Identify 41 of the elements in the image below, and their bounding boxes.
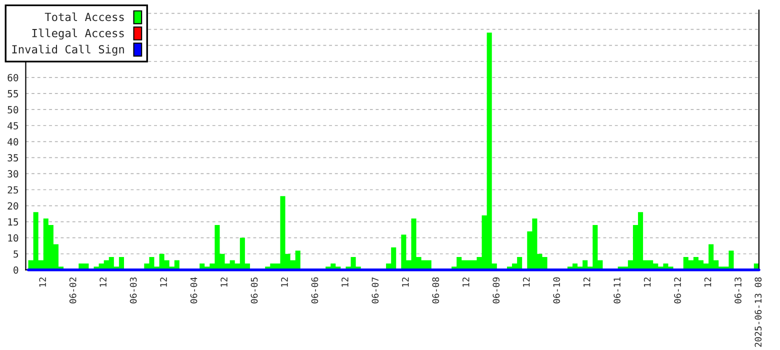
x-tick-label: 06-02 [69, 278, 76, 304]
y-tick-label: 30 [8, 170, 18, 178]
x-tick-label: 12 [39, 278, 46, 287]
x-tick-label: 06-11 [614, 277, 620, 304]
y-tick-label: 60 [8, 74, 18, 82]
x-tick-label: 06-08 [432, 277, 440, 304]
x-tick-label: 06-04 [190, 277, 198, 304]
y-tick-label: 20 [8, 202, 18, 210]
x-tick-label: 12 [402, 278, 409, 287]
y-tick-label: 10 [8, 234, 18, 242]
x-tick-label: 12 [522, 278, 530, 287]
x-tick-label: 12 [704, 278, 712, 287]
x-tick-label: 12 [281, 278, 288, 287]
y-tick-label: 5 [14, 250, 18, 258]
y-tick-label: 25 [8, 186, 18, 194]
y-tick-label: 35 [8, 154, 18, 162]
y-tick-label: 50 [8, 106, 18, 114]
y-tick-label: 45 [8, 122, 18, 130]
x-tick-label: 12 [100, 278, 106, 287]
x-tick-label: 12 [220, 278, 228, 287]
y-tick-label: 15 [8, 218, 18, 226]
legend-label: Illegal Access [32, 28, 124, 40]
x-tick-label: 06-12 [674, 278, 681, 304]
x-tick-label: 06-10 [553, 277, 560, 304]
x-tick-label: 12 [583, 278, 590, 287]
legend-label: Invalid Call Sign [12, 44, 124, 56]
y-tick-label: 0 [14, 266, 18, 274]
y-tick-label: 40 [8, 138, 18, 146]
x-tick-label: 06-07 [372, 277, 379, 304]
legend-label: Total Access [44, 12, 124, 22]
x-tick-label: 06-03 [130, 277, 137, 304]
x-tick-label: 06-13 [734, 277, 742, 304]
x-tick-label: 06-09 [492, 277, 500, 304]
x-tick-label: 12 [462, 278, 470, 287]
y-tick-label: 55 [8, 90, 18, 98]
x-tick-label: 2025-06-13 08 [754, 277, 762, 347]
x-tick-label: 06-05 [250, 278, 258, 304]
x-tick-label: 12 [160, 278, 167, 287]
x-tick-label: 12 [342, 278, 348, 287]
x-tick-label: 06-06 [311, 277, 318, 304]
x-tick-label: 12 [644, 278, 651, 287]
